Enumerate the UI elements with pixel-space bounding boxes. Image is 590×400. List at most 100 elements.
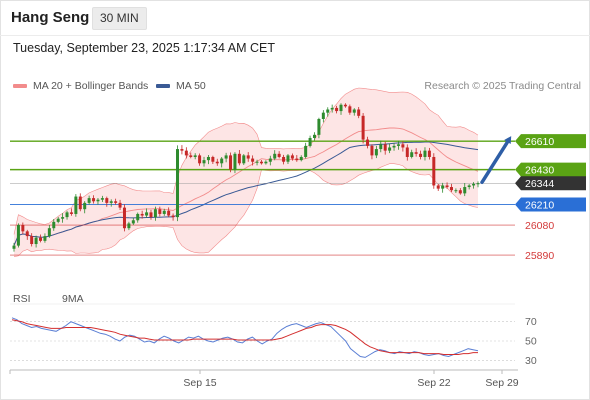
time-tick-label: Sep 22 <box>417 377 450 389</box>
candle-body <box>405 147 409 157</box>
candle-body <box>246 155 250 159</box>
candle-body <box>78 196 82 210</box>
bollinger-band-fill <box>14 88 478 257</box>
candle-body <box>242 155 246 164</box>
candle-body <box>388 147 392 151</box>
candle-body <box>396 144 400 146</box>
candle-body <box>449 187 453 191</box>
candle-body <box>321 112 325 119</box>
legend-rsi-ma: 9MA <box>62 293 84 305</box>
candle-body <box>282 156 286 162</box>
candle-body <box>43 236 47 241</box>
level-label-text: 26344 <box>525 178 554 190</box>
level-label-text: 26210 <box>525 199 554 211</box>
legend-bollinger-label: MA 20 + Bollinger Bands <box>33 80 149 92</box>
candle-body <box>463 187 467 194</box>
chart-header: Hang Seng 30 MIN <box>0 0 590 36</box>
candle-body <box>96 199 100 202</box>
candle-body <box>176 149 180 218</box>
candle-body <box>136 213 140 221</box>
legend-ma50: MA 50 <box>156 80 206 92</box>
research-credit: Research © 2025 Trading Central <box>424 80 581 92</box>
legend-bollinger: MA 20 + Bollinger Bands <box>13 80 148 92</box>
time-tick-label: Sep 15 <box>183 377 216 389</box>
bollinger-lower-line <box>13 163 479 257</box>
candle-body <box>21 225 25 232</box>
candle-body <box>379 144 383 150</box>
candle-body <box>184 150 188 156</box>
symbol-title: Hang Seng <box>11 9 90 26</box>
level-label-text: 25890 <box>525 250 554 262</box>
candle-body <box>145 212 149 216</box>
legend-rsi-label: RSI <box>13 293 31 305</box>
candle-body <box>343 104 347 107</box>
candle-body <box>476 183 480 185</box>
rsi-tick-label: 70 <box>525 316 537 328</box>
candle-body <box>167 210 171 216</box>
candle-body <box>299 156 303 161</box>
candle-body <box>193 155 197 157</box>
level-label-text: 26430 <box>525 164 554 176</box>
candle-body <box>414 152 418 154</box>
candle-body <box>454 190 458 192</box>
candle-body <box>352 109 356 113</box>
candle-body <box>410 152 414 157</box>
level-label-26080: 26080 <box>525 220 554 232</box>
legend-ma50-label: MA 50 <box>176 80 206 92</box>
candle-body <box>423 150 427 157</box>
candle-body <box>162 210 166 214</box>
rsi-tick-label: 30 <box>525 355 537 367</box>
candle-body <box>374 149 378 156</box>
candle-body <box>118 202 122 208</box>
candle-body <box>255 161 259 163</box>
candle-body <box>264 161 268 164</box>
level-label-bg <box>515 176 586 191</box>
candle-body <box>202 160 206 164</box>
candle-body <box>251 158 255 162</box>
candle-body <box>392 145 396 148</box>
candle-body <box>441 185 445 189</box>
candle-body <box>140 213 144 216</box>
candle-body <box>273 153 277 159</box>
candle-body <box>268 158 272 162</box>
candle-body <box>290 155 294 159</box>
rsi-line <box>11 317 479 358</box>
candle-body <box>445 185 449 188</box>
candle-body <box>56 218 60 222</box>
candle-body <box>419 153 423 157</box>
level-label-26210: 26210 <box>515 197 586 212</box>
candle-body <box>92 198 96 202</box>
candle-body <box>304 145 308 157</box>
level-label-26430: 26430 <box>515 162 586 177</box>
candle-body <box>65 212 69 218</box>
candle-body <box>127 223 131 229</box>
candle-body <box>105 198 109 203</box>
timeframe-button[interactable]: 30 MIN <box>92 7 147 30</box>
candle-body <box>87 198 91 203</box>
forecast-arrow-head <box>504 136 512 145</box>
candle-body <box>220 158 224 164</box>
candle-body <box>158 209 162 214</box>
candle-body <box>383 144 387 151</box>
candle-body <box>330 107 334 110</box>
candle-body <box>16 225 20 246</box>
time-tick-label: Sep 29 <box>485 377 518 389</box>
candle-body <box>61 217 65 219</box>
candle-body <box>211 156 215 162</box>
candle-body <box>34 237 38 245</box>
candle-body <box>109 201 113 203</box>
candle-body <box>339 104 343 112</box>
datetime-label: Tuesday, September 23, 2025 1:17:34 AM C… <box>13 41 275 55</box>
candle-body <box>366 139 370 146</box>
candle-body <box>370 145 374 156</box>
legend-ma50-swatch <box>156 84 170 88</box>
candle-body <box>472 183 476 186</box>
candle-body <box>286 155 290 162</box>
level-label-bg <box>515 134 586 149</box>
legend-rsi-ma-label: 9MA <box>62 293 84 305</box>
level-label-26610: 26610 <box>515 134 586 149</box>
candle-body <box>277 153 281 157</box>
level-label-text: 26610 <box>525 136 554 148</box>
candle-body <box>206 156 210 161</box>
